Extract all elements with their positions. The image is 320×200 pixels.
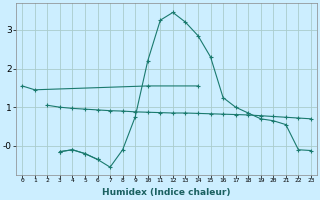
X-axis label: Humidex (Indice chaleur): Humidex (Indice chaleur) (102, 188, 231, 197)
